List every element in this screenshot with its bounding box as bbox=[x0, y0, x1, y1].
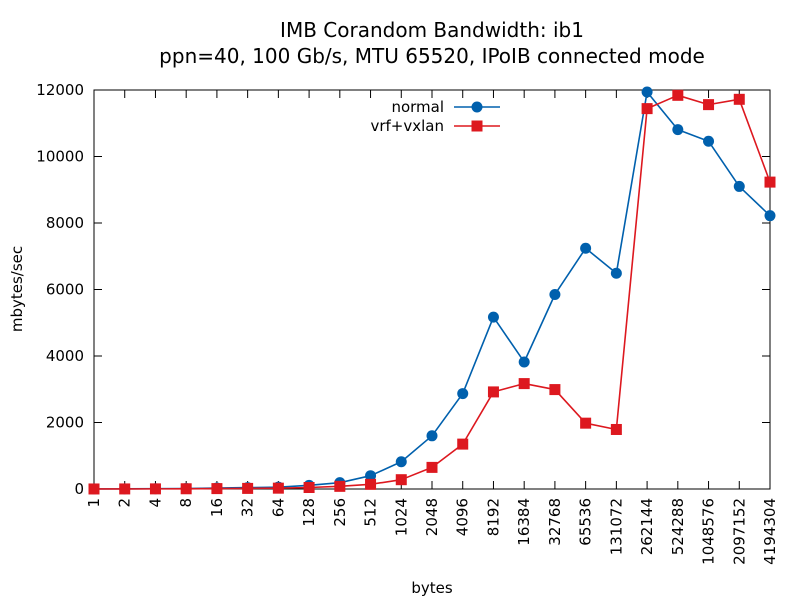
y-tick-label: 4000 bbox=[46, 347, 84, 365]
data-point bbox=[764, 210, 776, 222]
data-point bbox=[733, 93, 745, 105]
x-tick-label: 32768 bbox=[546, 498, 564, 546]
data-point bbox=[703, 135, 715, 147]
x-tick-label: 4194304 bbox=[761, 498, 779, 565]
data-point bbox=[580, 242, 592, 254]
series-line bbox=[93, 94, 771, 490]
x-tick-label: 16384 bbox=[515, 498, 533, 546]
x-tick-label: 131072 bbox=[607, 498, 625, 555]
y-tick-label: 8000 bbox=[46, 214, 84, 232]
data-point bbox=[334, 480, 346, 492]
data-point bbox=[610, 267, 622, 279]
y-tick-label: 2000 bbox=[46, 414, 84, 432]
data-point bbox=[764, 176, 776, 188]
data-point bbox=[88, 483, 100, 495]
data-point bbox=[303, 482, 315, 494]
x-tick-label: 1 bbox=[85, 498, 103, 508]
x-tick-label: 2097152 bbox=[730, 498, 748, 565]
legend-marker bbox=[471, 101, 483, 113]
data-point bbox=[426, 430, 438, 442]
x-tick-label: 4096 bbox=[454, 498, 472, 536]
x-tick-label: 32 bbox=[239, 498, 257, 517]
chart-title: IMB Corandom Bandwidth: ib1 bbox=[280, 18, 584, 42]
data-point bbox=[549, 288, 561, 300]
data-point bbox=[672, 89, 684, 101]
x-tick-label: 64 bbox=[269, 498, 287, 517]
x-tick-label: 1048576 bbox=[700, 498, 718, 565]
legend-label: vrf+vxlan bbox=[370, 117, 444, 135]
series-line bbox=[93, 91, 771, 490]
x-tick-label: 524288 bbox=[669, 498, 687, 555]
series-0 bbox=[88, 86, 776, 495]
x-tick-label: 128 bbox=[300, 498, 318, 527]
data-point bbox=[672, 124, 684, 136]
data-point bbox=[487, 311, 499, 323]
data-point bbox=[395, 456, 407, 468]
x-tick-label: 2 bbox=[116, 498, 134, 508]
x-tick-label: 8192 bbox=[484, 498, 502, 536]
data-point bbox=[426, 461, 438, 473]
y-tick-label: 12000 bbox=[36, 81, 84, 99]
x-tick-label: 262144 bbox=[638, 498, 656, 555]
data-point bbox=[457, 438, 469, 450]
y-tick-label: 10000 bbox=[36, 148, 84, 166]
data-point bbox=[272, 482, 284, 494]
chart-subtitle: ppn=40, 100 Gb/s, MTU 65520, IPoIB conne… bbox=[159, 44, 705, 68]
data-point bbox=[549, 384, 561, 396]
x-tick-label: 512 bbox=[362, 498, 380, 527]
x-tick-label: 1024 bbox=[392, 498, 410, 536]
series-1 bbox=[88, 89, 776, 495]
data-point bbox=[395, 474, 407, 486]
data-point bbox=[518, 356, 530, 368]
data-point bbox=[580, 417, 592, 429]
legend-label: normal bbox=[391, 98, 444, 116]
plot-frame bbox=[93, 89, 771, 490]
data-point bbox=[641, 103, 653, 115]
data-point bbox=[211, 483, 223, 495]
x-tick-label: 256 bbox=[331, 498, 349, 527]
data-point bbox=[703, 99, 715, 111]
y-tick-label: 0 bbox=[74, 480, 84, 498]
y-tick-label: 6000 bbox=[46, 281, 84, 299]
x-tick-label: 2048 bbox=[423, 498, 441, 536]
x-tick-label: 4 bbox=[146, 498, 164, 508]
data-point bbox=[119, 483, 131, 495]
data-point bbox=[610, 423, 622, 435]
x-tick-label: 65536 bbox=[577, 498, 595, 546]
data-point bbox=[733, 180, 745, 192]
data-point bbox=[457, 388, 469, 400]
x-axis-label: bytes bbox=[411, 579, 453, 597]
legend-marker bbox=[471, 120, 483, 132]
x-tick-label: 16 bbox=[208, 498, 226, 517]
x-axis-ticks: 1 2 4 8 16 32 64 128 256 512 1024 2048 4096 8192 16384… bbox=[85, 90, 779, 565]
data-point bbox=[518, 378, 530, 390]
data-point bbox=[641, 86, 653, 98]
x-tick-label: 8 bbox=[177, 498, 195, 508]
y-axis-ticks: 0 2000 4000 6000 8000 10000 12000 bbox=[36, 81, 770, 498]
data-point bbox=[365, 478, 377, 490]
series-layer bbox=[88, 86, 776, 495]
data-point bbox=[180, 483, 192, 495]
data-point bbox=[365, 470, 377, 482]
y-axis-label: mbytes/sec bbox=[8, 246, 26, 332]
data-point bbox=[242, 482, 254, 494]
data-point bbox=[487, 386, 499, 398]
data-point bbox=[149, 483, 161, 495]
